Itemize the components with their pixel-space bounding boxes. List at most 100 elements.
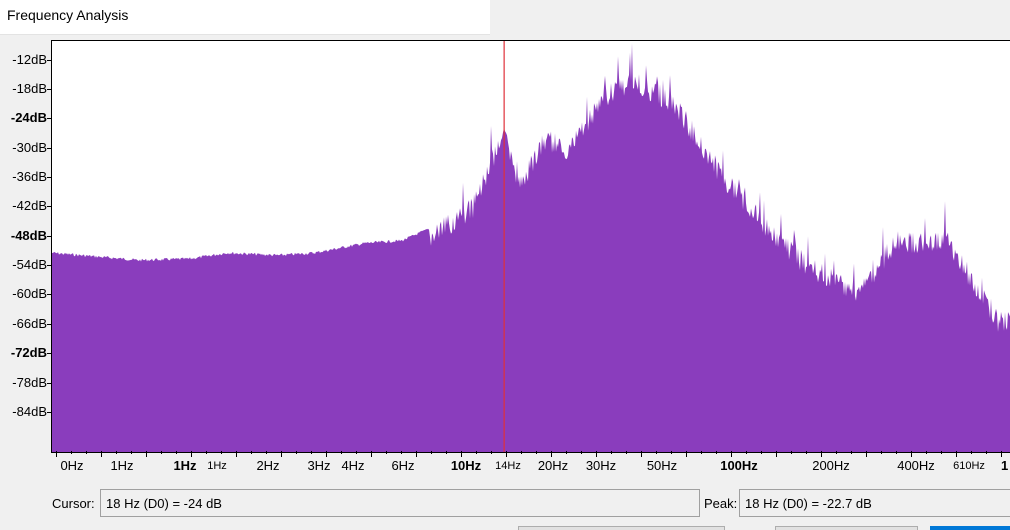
x-tick (476, 451, 477, 454)
x-tick-label: 1Hz (110, 458, 134, 473)
x-tick (296, 451, 297, 454)
x-tick (596, 451, 597, 457)
footer-button[interactable] (775, 526, 918, 530)
y-tick-label: -72dB (10, 345, 47, 361)
x-tick-label: 6Hz (391, 458, 415, 473)
x-tick (206, 451, 207, 454)
y-tick (47, 118, 51, 120)
x-tick (581, 451, 582, 454)
x-tick (956, 451, 957, 457)
x-tick (911, 451, 912, 457)
x-tick (101, 451, 102, 457)
x-tick (701, 451, 702, 454)
spectrum-area (52, 43, 1010, 452)
x-tick (146, 451, 147, 457)
cursor-label: Cursor: (52, 496, 95, 511)
x-tick (191, 451, 192, 457)
y-tick (47, 294, 51, 296)
footer-button-default[interactable] (930, 526, 1010, 530)
x-tick (266, 451, 267, 454)
x-tick (161, 451, 162, 454)
y-tick-label: -48dB (10, 227, 47, 243)
y-tick (47, 206, 51, 208)
x-tick (836, 451, 837, 454)
x-tick-label: 400Hz (897, 458, 935, 473)
x-tick (1001, 451, 1002, 457)
x-tick-label: 0Hz (60, 458, 84, 473)
x-tick-label: 610Hz (953, 460, 985, 472)
y-tick-label: -18dB (12, 80, 47, 96)
x-tick (671, 451, 672, 454)
x-tick (86, 451, 87, 454)
y-tick-label: -54dB (12, 257, 47, 273)
cursor-status: Cursor: 18 Hz (D0) = -24 dB (0, 489, 700, 519)
x-tick (221, 451, 222, 454)
y-tick (47, 59, 51, 61)
peak-status: Peak: 18 Hz (D0) = -22.7 dB (700, 489, 1010, 519)
y-tick-label: -24dB (10, 110, 47, 126)
x-tick (281, 451, 282, 457)
x-tick (926, 451, 927, 454)
x-tick (131, 451, 132, 454)
x-tick (821, 451, 822, 457)
y-tick-label: -36dB (12, 169, 47, 184)
x-tick (521, 451, 522, 454)
x-tick-label: 30Hz (585, 458, 617, 473)
x-tick (311, 451, 312, 454)
x-tick (971, 451, 972, 454)
x-tick (761, 451, 762, 454)
x-tick (866, 451, 867, 457)
x-tick-label: 14Hz (495, 460, 521, 472)
x-tick-label: 20Hz (537, 458, 569, 473)
x-tick (806, 451, 807, 454)
x-tick-label: 2Hz (256, 458, 280, 473)
x-tick-label: 4Hz (341, 458, 365, 473)
y-tick (47, 265, 51, 267)
y-tick-label: -84dB (12, 403, 47, 419)
x-tick (986, 451, 987, 454)
x-tick (851, 451, 852, 454)
x-tick (176, 451, 177, 454)
x-tick (326, 451, 327, 457)
x-tick (431, 451, 432, 454)
y-tick-label: -30dB (12, 139, 47, 155)
y-tick (47, 235, 51, 237)
x-tick (941, 451, 942, 454)
x-tick (611, 451, 612, 454)
window-title: Frequency Analysis (7, 7, 129, 23)
y-tick-label: -60dB (12, 286, 47, 302)
x-tick (566, 451, 567, 454)
window-titlebar: Frequency Analysis (0, 0, 490, 35)
x-tick-label: 1 (1001, 458, 1009, 473)
y-tick-label: -12dB (12, 51, 47, 67)
y-tick (47, 382, 51, 384)
x-tick (536, 451, 537, 454)
y-tick (47, 411, 51, 413)
x-tick-label: 1Hz (207, 460, 227, 472)
y-tick (47, 177, 51, 178)
x-tick (251, 451, 252, 454)
footer-button[interactable] (518, 526, 725, 530)
x-tick-label: 200Hz (812, 458, 850, 473)
x-tick (776, 451, 777, 457)
x-tick (656, 451, 657, 454)
x-tick (491, 451, 492, 454)
x-tick-label: 1Hz (173, 458, 197, 473)
spectrum-plot[interactable] (51, 40, 1010, 453)
peak-readout: 18 Hz (D0) = -22.7 dB (739, 489, 1010, 517)
x-tick (116, 451, 117, 454)
x-tick (386, 451, 387, 454)
x-tick (236, 451, 237, 457)
peak-label: Peak: (704, 496, 738, 511)
x-tick (461, 451, 462, 457)
x-tick-label: 3Hz (307, 458, 331, 473)
x-tick (446, 451, 447, 454)
y-tick-label: -66dB (12, 315, 47, 331)
y-tick (47, 353, 51, 355)
x-tick (896, 451, 897, 454)
y-tick-label: -42dB (12, 198, 47, 214)
x-tick (371, 451, 372, 457)
cursor-readout: 18 Hz (D0) = -24 dB (100, 489, 700, 517)
x-tick (791, 451, 792, 454)
spectrum-graph[interactable] (52, 41, 1010, 452)
